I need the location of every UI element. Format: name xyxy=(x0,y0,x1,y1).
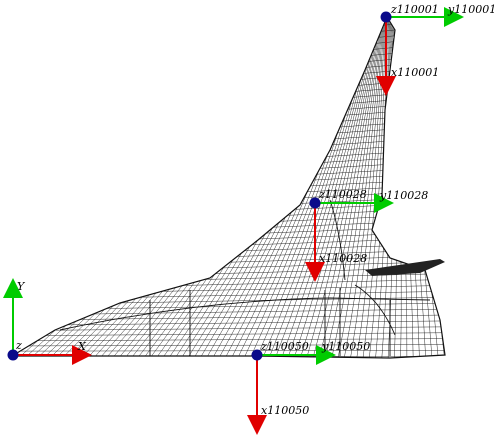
mesh-line xyxy=(12,326,445,331)
node-110001-x-label: x110001 xyxy=(391,66,439,79)
origin-node[interactable] xyxy=(7,349,19,361)
mesh-line xyxy=(12,142,445,173)
node-110028-z-label: z110028 xyxy=(318,188,367,201)
node-110001-z-label: z110001 xyxy=(390,3,439,16)
node-110001-triad: z110001 y110001 x110001 xyxy=(376,3,496,96)
origin-z-label: z xyxy=(15,339,22,352)
node-110050-triad: z110050 y110050 x110050 xyxy=(247,340,370,435)
mesh-line xyxy=(12,219,445,240)
global-axis-triad: Y X z xyxy=(2,278,92,365)
mesh-line xyxy=(12,320,445,326)
mesh-line xyxy=(12,124,445,158)
node-110028[interactable] xyxy=(309,197,321,209)
mesh-line xyxy=(12,231,445,250)
mesh-line xyxy=(12,88,445,127)
mesh-line xyxy=(331,17,384,358)
node-110050[interactable] xyxy=(251,349,263,361)
mesh-line xyxy=(12,201,445,224)
mesh-line xyxy=(12,77,445,117)
mesh-line xyxy=(12,83,445,122)
mesh-line xyxy=(362,17,386,358)
dark-fin-element xyxy=(365,259,445,276)
mesh-line xyxy=(12,100,445,137)
node-110028-x-label: x110028 xyxy=(319,252,367,265)
mesh-line xyxy=(356,17,385,358)
mesh-line xyxy=(343,17,385,358)
mesh-line xyxy=(12,148,445,178)
mesh-line xyxy=(12,225,445,245)
global-y-axis-label: Y xyxy=(17,280,26,293)
mesh-line xyxy=(12,106,445,143)
node-110001[interactable] xyxy=(380,11,392,23)
wing-mesh xyxy=(9,15,446,359)
mesh-line xyxy=(12,112,445,148)
mesh-line xyxy=(12,160,445,189)
mesh-line xyxy=(12,154,445,183)
mesh-line xyxy=(12,118,445,153)
structural-lines xyxy=(59,199,431,356)
node-110001-y-label: y110001 xyxy=(447,3,496,16)
mesh-line xyxy=(12,136,445,168)
mesh-line xyxy=(12,243,445,260)
mesh-line xyxy=(324,17,383,358)
node-110028-triad: z110028 y110028 x110028 xyxy=(305,188,428,282)
mesh-line xyxy=(349,17,385,358)
mesh-line xyxy=(318,17,383,358)
mesh-line xyxy=(12,94,445,132)
mesh-line xyxy=(12,338,445,342)
node-110050-x-label: x110050 xyxy=(261,404,309,417)
mesh-line xyxy=(305,17,382,358)
global-x-axis-label: X xyxy=(77,340,87,353)
mesh-line xyxy=(12,237,445,255)
mesh-line xyxy=(12,130,445,163)
mesh-line xyxy=(337,17,384,358)
node-110050-y-label: y110050 xyxy=(321,340,370,353)
mesh-line xyxy=(12,344,445,347)
mesh-line xyxy=(312,17,382,358)
mesh-line xyxy=(12,213,445,234)
node-110028-y-label: y110028 xyxy=(379,189,428,202)
node-110050-z-label: z110050 xyxy=(260,340,309,353)
mesh-line xyxy=(12,350,445,352)
mesh-line xyxy=(12,207,445,229)
